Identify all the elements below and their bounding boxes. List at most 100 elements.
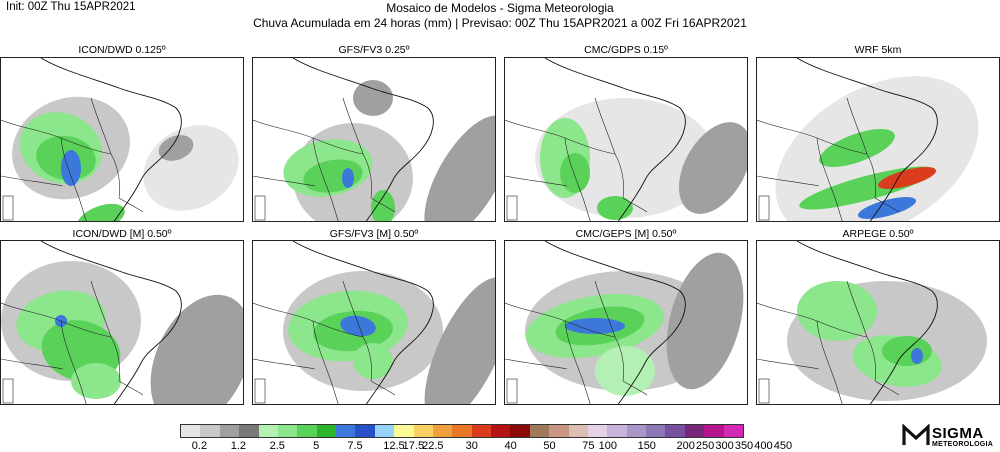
map-panel-wrf: [756, 57, 1000, 222]
colorbar-label: 1.2: [230, 440, 246, 452]
state-border: [2, 378, 14, 404]
colorbar-label: 100: [598, 440, 618, 452]
precip-colorbar: [180, 424, 744, 438]
precip-area: [595, 346, 655, 396]
state-border: [110, 153, 121, 199]
precip-map-arpege: [757, 241, 999, 404]
precip-map-gfs-fv3: [253, 58, 495, 221]
state-border: [866, 336, 877, 382]
colorbar-label: 12.5: [383, 440, 405, 452]
precip-map-wrf: [757, 58, 999, 221]
state-border: [362, 336, 373, 382]
precip-area: [340, 315, 376, 337]
colorbar-label: 30: [465, 440, 478, 452]
colorbar-label: 7.5: [347, 440, 363, 452]
map-panel-gfs-fv3-m: [252, 240, 496, 405]
state-border: [254, 195, 266, 221]
colorbar-label: 2.5: [269, 440, 285, 452]
precip-area: [371, 190, 395, 221]
precip-area: [77, 203, 125, 221]
state-border: [1, 358, 64, 370]
state-border: [1, 175, 64, 187]
colorbar-swatch: [316, 425, 336, 437]
precip-area: [61, 150, 81, 186]
page-title: Mosaico de Modelos - Sigma Meteorologia: [386, 1, 614, 15]
state-border: [370, 197, 396, 213]
map-panel-arpege: [756, 240, 1000, 405]
panel-title-cmc-geps-m: CMC/GEPS [M] 0.50º: [575, 228, 677, 240]
state-border: [757, 358, 820, 370]
state-border: [505, 175, 568, 187]
state-border: [90, 280, 112, 338]
panel-title-icon-dwd: ICON/DWD 0.125º: [78, 44, 166, 56]
colorbar-label: 17.5: [402, 440, 425, 452]
colorbar-swatch: [181, 425, 201, 437]
state-border: [254, 378, 266, 404]
init-time: Init: 00Z Thu 15APR2021: [6, 1, 136, 13]
colorbar-label: 450: [773, 440, 793, 452]
state-border: [816, 137, 843, 221]
map-panel-icon-dwd-m: [0, 240, 244, 405]
colorbar-swatch: [297, 425, 317, 437]
colorbar-swatch: [471, 425, 491, 437]
state-border: [614, 153, 625, 199]
state-border: [758, 195, 770, 221]
state-border: [342, 97, 364, 155]
panel-title-arpege: ARPEGE 0.50º: [842, 228, 914, 240]
state-border: [846, 97, 868, 155]
precip-map-icon-dwd: [1, 58, 243, 221]
state-border: [758, 378, 770, 404]
colorbar-label: 250: [695, 440, 715, 452]
precip-area: [678, 122, 747, 214]
colorbar-swatch: [568, 425, 588, 437]
colorbar-swatch: [413, 425, 433, 437]
state-border: [253, 175, 316, 187]
state-border: [506, 195, 518, 221]
panel-title-icon-dwd-m: ICON/DWD [M] 0.50º: [72, 228, 172, 240]
precip-area: [150, 294, 243, 404]
state-border: [564, 320, 591, 404]
panel-title-wrf: WRF 5km: [854, 44, 902, 56]
panel-title-cmc-gdps: CMC/GDPS 0.15º: [584, 44, 668, 56]
state-border: [816, 320, 843, 404]
colorbar-swatch: [510, 425, 530, 437]
colorbar-label: 0.2: [191, 440, 208, 452]
panel-title-gfs-fv3-m: GFS/FV3 [M] 0.50º: [329, 228, 419, 240]
state-border: [757, 175, 820, 187]
panel-title-gfs-fv3: GFS/FV3 0.25º: [338, 44, 410, 56]
state-border: [846, 280, 868, 338]
colorbar-swatch: [704, 425, 724, 437]
state-border: [2, 195, 14, 221]
colorbar-swatch: [491, 425, 511, 437]
coastline: [40, 58, 182, 221]
precip-area: [666, 252, 744, 390]
page-subtitle: Chuva Acumulada em 24 horas (mm) | Previ…: [253, 16, 747, 30]
colorbar-swatch: [587, 425, 608, 437]
state-border: [90, 97, 112, 155]
map-panel-cmc-gdps: [504, 57, 748, 222]
colorbar-swatch: [452, 425, 472, 437]
colorbar-swatch: [258, 425, 278, 437]
precip-area: [819, 129, 895, 167]
colorbar-swatch: [200, 425, 220, 437]
coastline: [796, 241, 938, 404]
colorbar-labels: 0.2 1.2 2.5 5 7.5 12.5 17.5 22.5 30 40 50 75 100 150 2…: [173, 440, 792, 452]
precip-area: [877, 167, 937, 189]
colorbar-label: 350: [734, 440, 754, 452]
precip-area: [597, 196, 633, 220]
state-border: [506, 378, 518, 404]
colorbar-swatch: [355, 425, 375, 437]
state-border: [505, 358, 568, 370]
precip-area: [797, 281, 877, 341]
map-panel-icon-dwd: [0, 57, 244, 222]
coastline: [292, 241, 434, 404]
colorbar-label: 150: [637, 440, 656, 452]
colorbar-label: 5: [313, 440, 320, 452]
colorbar-label: 22.5: [422, 440, 444, 452]
precip-area: [911, 348, 923, 364]
state-border: [110, 336, 121, 382]
colorbar-swatch: [646, 425, 666, 437]
state-border: [622, 197, 648, 213]
state-border: [253, 358, 316, 370]
state-border: [874, 197, 900, 213]
